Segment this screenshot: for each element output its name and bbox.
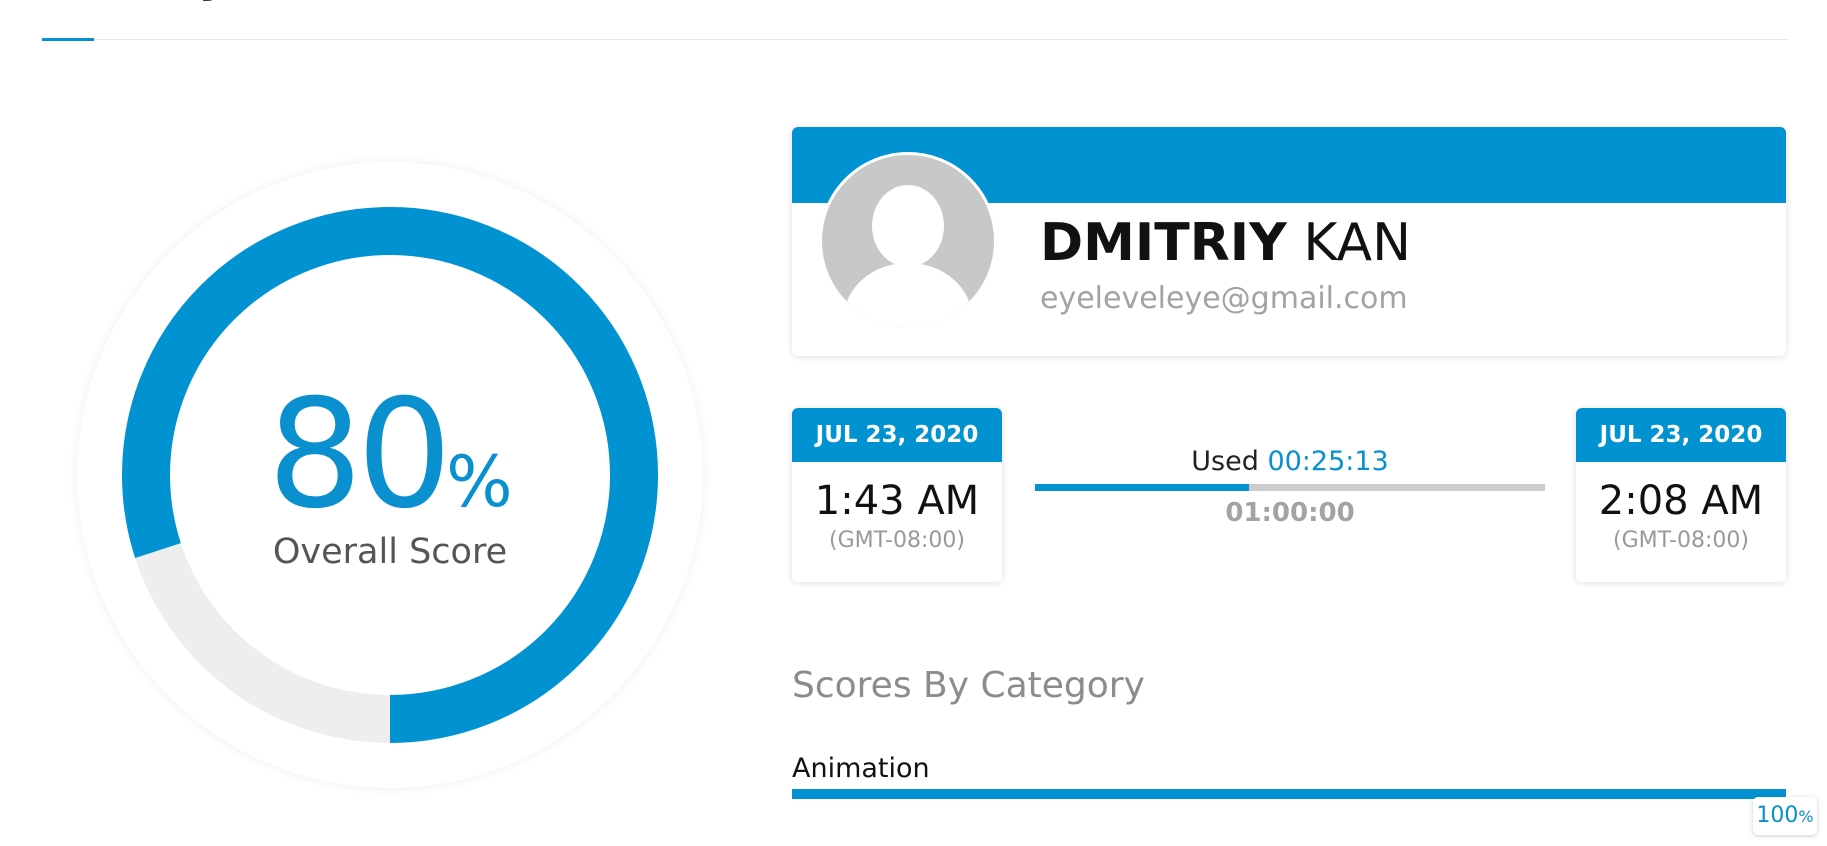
user-last-name: KAN	[1303, 213, 1411, 273]
user-avatar-placeholder-icon	[819, 152, 997, 330]
time-used-label: Used	[1191, 446, 1259, 477]
end-time: 2:08 AM	[1598, 478, 1764, 524]
start-time: 1:43 AM	[814, 478, 980, 524]
category-progress-fill	[792, 789, 1786, 799]
tab-label-fragment[interactable]	[200, 0, 216, 6]
score-ring-progress	[122, 207, 658, 743]
end-time-card: JUL 23, 2020 2:08 AM (GMT-08:00)	[1576, 408, 1786, 582]
score-label: Overall Score	[272, 532, 508, 572]
user-email: eyeleveleye@gmail.com	[1040, 281, 1408, 316]
category-score-value: 100	[1756, 803, 1799, 828]
score-number: 80	[267, 368, 452, 542]
category-score-unit: %	[1798, 807, 1814, 826]
end-date: JUL 23, 2020	[1576, 408, 1786, 462]
time-used-progress-track	[1035, 484, 1545, 491]
time-used: Used 00:25:13	[1035, 446, 1545, 477]
user-first-name: DMITRIY	[1040, 213, 1287, 273]
start-date: JUL 23, 2020	[792, 408, 1002, 462]
score-unit: %	[446, 441, 513, 523]
time-limit-total: 01:00:00	[1225, 498, 1355, 528]
active-tab-indicator	[42, 38, 94, 41]
category-score-badge: 100%	[1753, 797, 1817, 835]
scores-by-category-title: Scores By Category	[792, 665, 1145, 706]
time-used-progress-fill	[1035, 484, 1250, 491]
tab-divider	[42, 39, 1788, 40]
overall-score: 80% Overall Score	[180, 380, 600, 572]
score-ring-container	[77, 162, 703, 788]
time-used-value: 00:25:13	[1267, 446, 1389, 477]
score-value: 80%	[180, 380, 600, 530]
start-time-card: JUL 23, 2020 1:43 AM (GMT-08:00)	[792, 408, 1002, 582]
user-name: DMITRIY KAN	[1040, 213, 1411, 273]
start-timezone: (GMT-08:00)	[829, 528, 965, 553]
score-ring	[122, 207, 658, 743]
end-timezone: (GMT-08:00)	[1613, 528, 1749, 553]
category-progress-track	[792, 789, 1786, 799]
category-label: Animation	[792, 753, 930, 784]
